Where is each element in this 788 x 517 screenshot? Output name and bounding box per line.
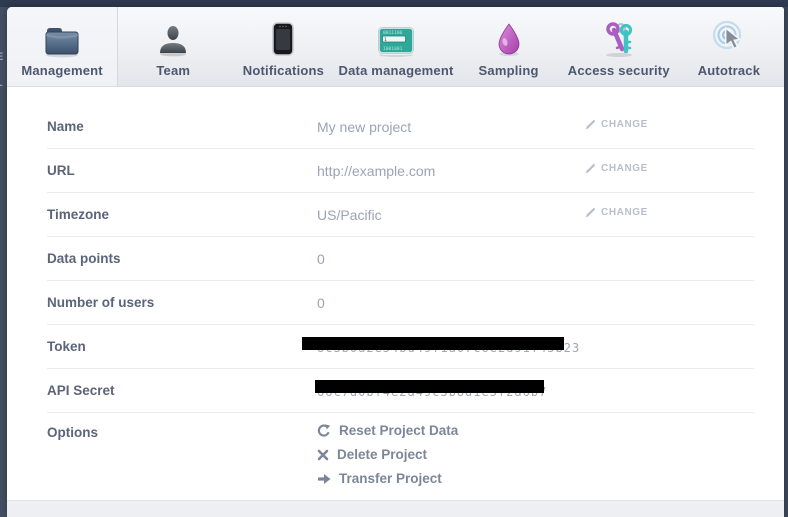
window-left-edge: E L [0,7,7,517]
change-button[interactable]: CHANGE [584,163,648,175]
settings-row-name: Name My new project CHANGE [47,105,754,149]
tab-label: Data management [338,63,454,78]
row-value: US/Pacific [317,206,382,223]
row-label: API Secret [47,383,115,398]
row-label: URL [47,163,75,178]
data-card-icon: 0011100 1 1001001 [375,16,417,58]
folder-icon [41,16,83,58]
row-label: Token [47,339,86,354]
transfer-icon [317,473,331,485]
svg-text:0011100: 0011100 [383,30,403,36]
tab-access-security[interactable]: Access security [564,7,674,86]
cursor-target-icon [710,16,748,58]
project-settings-panel: Management Team Notifications 0011100 1 … [7,7,784,517]
redaction-bar [302,336,564,350]
row-value: 66c7d0bf4e2a49c3b8d1e5f2a6b7 [315,379,584,399]
pencil-icon [584,119,596,131]
delete-project-link[interactable]: Delete Project [317,447,458,462]
delete-icon [317,449,329,461]
masked-value: 66c7d0bf4e2a49c3b8d1e5f2a6b7 [315,379,547,399]
reset-project-data-link[interactable]: Reset Project Data [317,423,458,438]
row-value: My new project [317,118,412,135]
row-label: Data points [47,251,121,266]
settings-table: Name My new project CHANGE URL http://examp… [47,105,754,501]
row-value: 8c3b0a2e54bd49f1a07c6e2d91f45b23 [302,336,584,355]
option-link-label: Delete Project [337,447,428,462]
window-top-edge [0,0,788,7]
transfer-project-link[interactable]: Transfer Project [317,471,458,486]
keys-icon [599,16,639,58]
options-links: Reset Project Data Delete Project Transf… [317,423,458,486]
row-label: Number of users [47,295,155,310]
settings-row-data-points: Data points 0 [47,237,754,281]
option-link-label: Transfer Project [339,471,442,486]
panel-footer [7,500,784,517]
row-label: Timezone [47,207,110,222]
tab-label: Access security [567,63,670,78]
row-value: 0 [317,250,325,267]
tab-data-management[interactable]: 0011100 1 1001001 Data management [339,7,454,86]
reset-icon [317,423,331,438]
tab-label: Notifications [242,63,325,78]
redaction-bar [315,379,544,393]
tab-notifications[interactable]: Notifications [228,7,338,86]
svg-text:1: 1 [384,37,387,43]
row-value: http://example.com [317,162,436,179]
option-link-label: Reset Project Data [339,423,459,438]
settings-row-token: Token 8c3b0a2e54bd49f1a07c6e2d91f45b23 [47,325,754,369]
change-label: CHANGE [601,207,648,218]
row-action: CHANGE [584,162,754,180]
change-button[interactable]: CHANGE [584,207,648,219]
settings-row-api-secret: API Secret 66c7d0bf4e2a49c3b8d1e5f2a6b7 [47,369,754,413]
settings-tabbar: Management Team Notifications 0011100 1 … [7,7,784,87]
window-right-edge [784,7,788,517]
svg-text:1001001: 1001001 [383,46,403,52]
masked-value: 8c3b0a2e54bd49f1a07c6e2d91f45b23 [302,336,580,355]
tab-sampling[interactable]: Sampling [454,7,564,86]
pencil-icon [584,207,596,219]
row-action: CHANGE [584,206,754,224]
clipped-background-text: E [0,51,3,63]
row-action: CHANGE [584,118,754,136]
change-button[interactable]: CHANGE [584,119,648,131]
row-label: Name [47,119,84,134]
change-label: CHANGE [601,119,648,130]
row-value: 0 [317,294,325,311]
settings-row-options: Options Reset Project Data Delete Projec… [47,413,754,501]
settings-row-timezone: Timezone US/Pacific CHANGE [47,193,754,237]
clipped-background-text: L [0,77,3,89]
tab-label: Sampling [478,63,539,78]
pencil-icon [584,163,596,175]
tab-management[interactable]: Management [7,7,119,86]
row-label: Options [47,425,98,440]
tab-label: Management [21,63,103,78]
change-label: CHANGE [601,163,648,174]
settings-row-number-of-users: Number of users 0 [47,281,754,325]
tab-label: Autotrack [697,63,761,78]
tab-label: Team [156,63,191,78]
tab-team[interactable]: Team [118,7,228,86]
phone-icon [270,16,296,58]
droplet-icon [492,16,526,58]
user-icon [153,16,193,58]
tab-autotrack[interactable]: Autotrack [674,7,784,86]
settings-row-url: URL http://example.com CHANGE [47,149,754,193]
